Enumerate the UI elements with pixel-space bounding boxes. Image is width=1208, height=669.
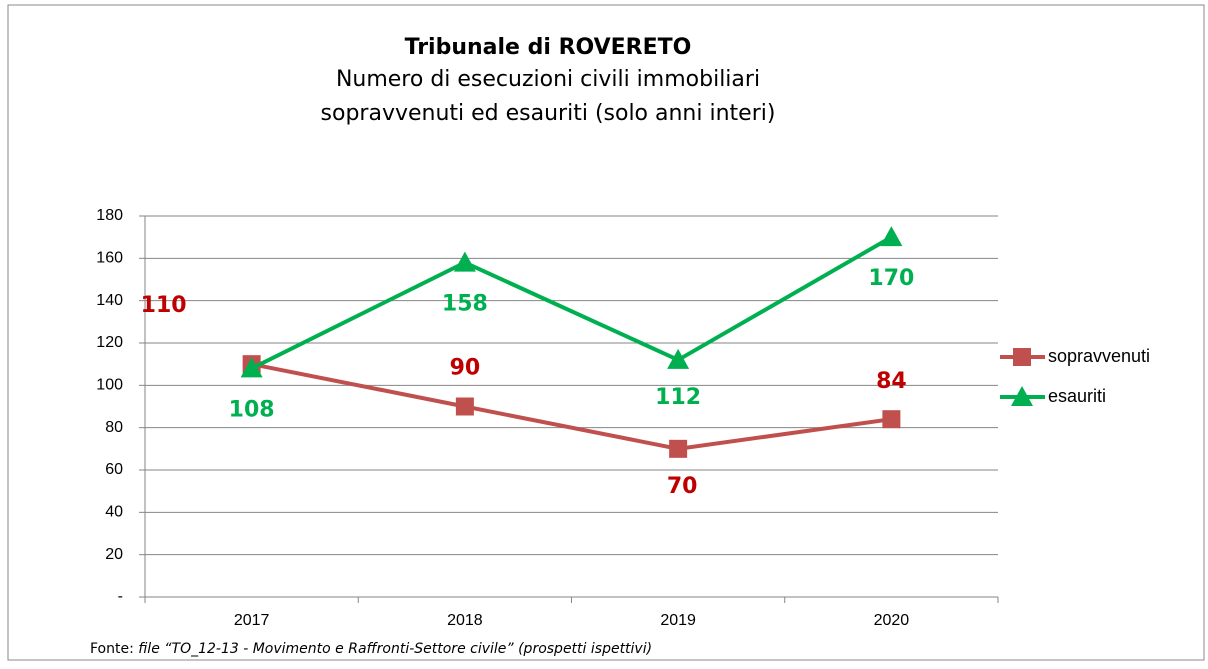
data-label: 84 bbox=[876, 369, 907, 394]
source-prefix: Fonte: bbox=[90, 641, 138, 657]
chart-subtitle: sopravvenuti ed esauriti (solo anni inte… bbox=[321, 101, 776, 126]
x-tick-label: 2020 bbox=[874, 612, 910, 629]
data-label: 158 bbox=[442, 292, 488, 317]
y-tick-label: - bbox=[118, 588, 123, 605]
legend-label: sopravvenuti bbox=[1048, 346, 1150, 366]
data-label: 110 bbox=[141, 293, 187, 318]
source-note: Fonte: file “TO_12-13 - Movimento e Raff… bbox=[90, 641, 652, 657]
x-tick-label: 2019 bbox=[660, 612, 696, 629]
data-label: 112 bbox=[655, 385, 701, 410]
source-text: file “TO_12-13 - Movimento e Raffronti-S… bbox=[138, 641, 652, 657]
y-tick-label: 100 bbox=[96, 377, 123, 394]
legend-marker bbox=[1011, 386, 1033, 406]
data-label: 90 bbox=[450, 356, 481, 381]
point-marker bbox=[453, 251, 476, 272]
point-marker bbox=[455, 397, 474, 416]
point-marker bbox=[880, 226, 903, 247]
chart-frame bbox=[7, 4, 1205, 661]
y-tick-label: 140 bbox=[96, 292, 123, 309]
y-tick-label: 40 bbox=[105, 504, 123, 521]
y-tick-label: 180 bbox=[96, 207, 123, 224]
y-tick-label: 20 bbox=[105, 546, 123, 563]
y-tick-label: 120 bbox=[96, 334, 123, 351]
y-tick-label: 160 bbox=[96, 250, 123, 267]
chart-title: Tribunale di ROVERETO bbox=[405, 35, 692, 60]
y-tick-label: 80 bbox=[105, 419, 123, 436]
data-label: 170 bbox=[868, 266, 914, 291]
x-tick-label: 2017 bbox=[234, 612, 270, 629]
point-marker bbox=[240, 357, 263, 378]
data-label: 70 bbox=[667, 474, 698, 499]
point-marker bbox=[669, 439, 688, 458]
point-marker bbox=[882, 410, 901, 429]
x-tick-label: 2018 bbox=[447, 612, 483, 629]
data-label: 108 bbox=[229, 397, 275, 422]
series-line bbox=[250, 235, 893, 371]
legend-label: esauriti bbox=[1048, 386, 1106, 406]
series-line bbox=[251, 362, 892, 451]
y-tick-label: 60 bbox=[105, 461, 123, 478]
chart-subtitle: Numero di esecuzioni civili immobiliari bbox=[336, 67, 760, 92]
legend-marker bbox=[1013, 348, 1031, 366]
point-marker bbox=[667, 348, 690, 369]
